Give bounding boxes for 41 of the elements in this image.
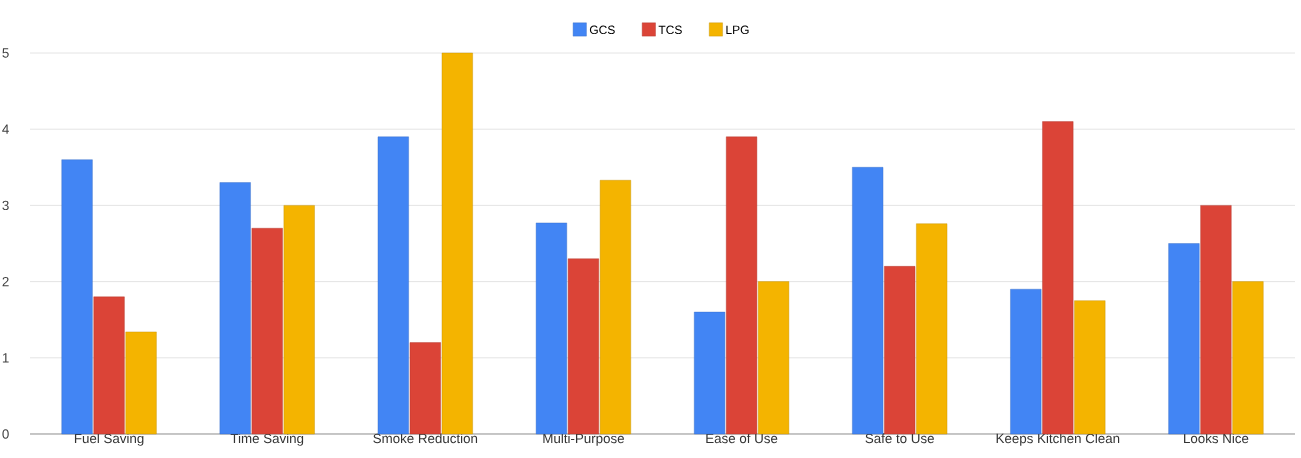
bar [377,136,409,435]
bar [694,311,726,435]
x-tick-label: Fuel Saving [74,433,144,446]
bar [1232,281,1264,435]
bar [93,296,125,435]
bar [1200,205,1232,435]
bar [251,228,283,435]
bar [758,281,790,435]
y-tick-label: 5 [2,48,9,58]
x-tick-label: Multi-Purpose [543,433,624,446]
bar [441,52,473,435]
legend-label: LPG [726,25,749,35]
x-tick-label: Looks Nice [1184,433,1249,444]
x-tick-label: Ease of Use [706,433,778,444]
bar [852,167,884,435]
x-tick-label: Time Saving [230,433,304,446]
bar [125,331,157,435]
bar [1168,243,1200,435]
bar [567,258,599,435]
bar [1074,300,1106,435]
bar [219,182,251,435]
y-tick-label: 4 [2,124,9,134]
y-tick-label: 0 [2,429,9,439]
bar [916,223,948,435]
bar [1010,289,1042,435]
bar [409,342,441,435]
legend-label: GCS [589,25,615,35]
bar [599,180,631,435]
x-tick-label: Smoke Reduction [373,433,478,444]
bar [1042,121,1074,435]
x-tick-label: Safe to Use [865,433,934,444]
legend-label: TCS [658,25,682,35]
bar [535,222,567,435]
bar [884,266,916,435]
y-tick-label: 3 [2,200,9,211]
bar [726,136,758,435]
bar [283,205,315,435]
x-tick-label: Keeps Kitchen Clean [996,433,1120,446]
bar [61,159,93,435]
y-tick-label: 2 [2,276,9,287]
y-tick-label: 1 [2,353,9,363]
